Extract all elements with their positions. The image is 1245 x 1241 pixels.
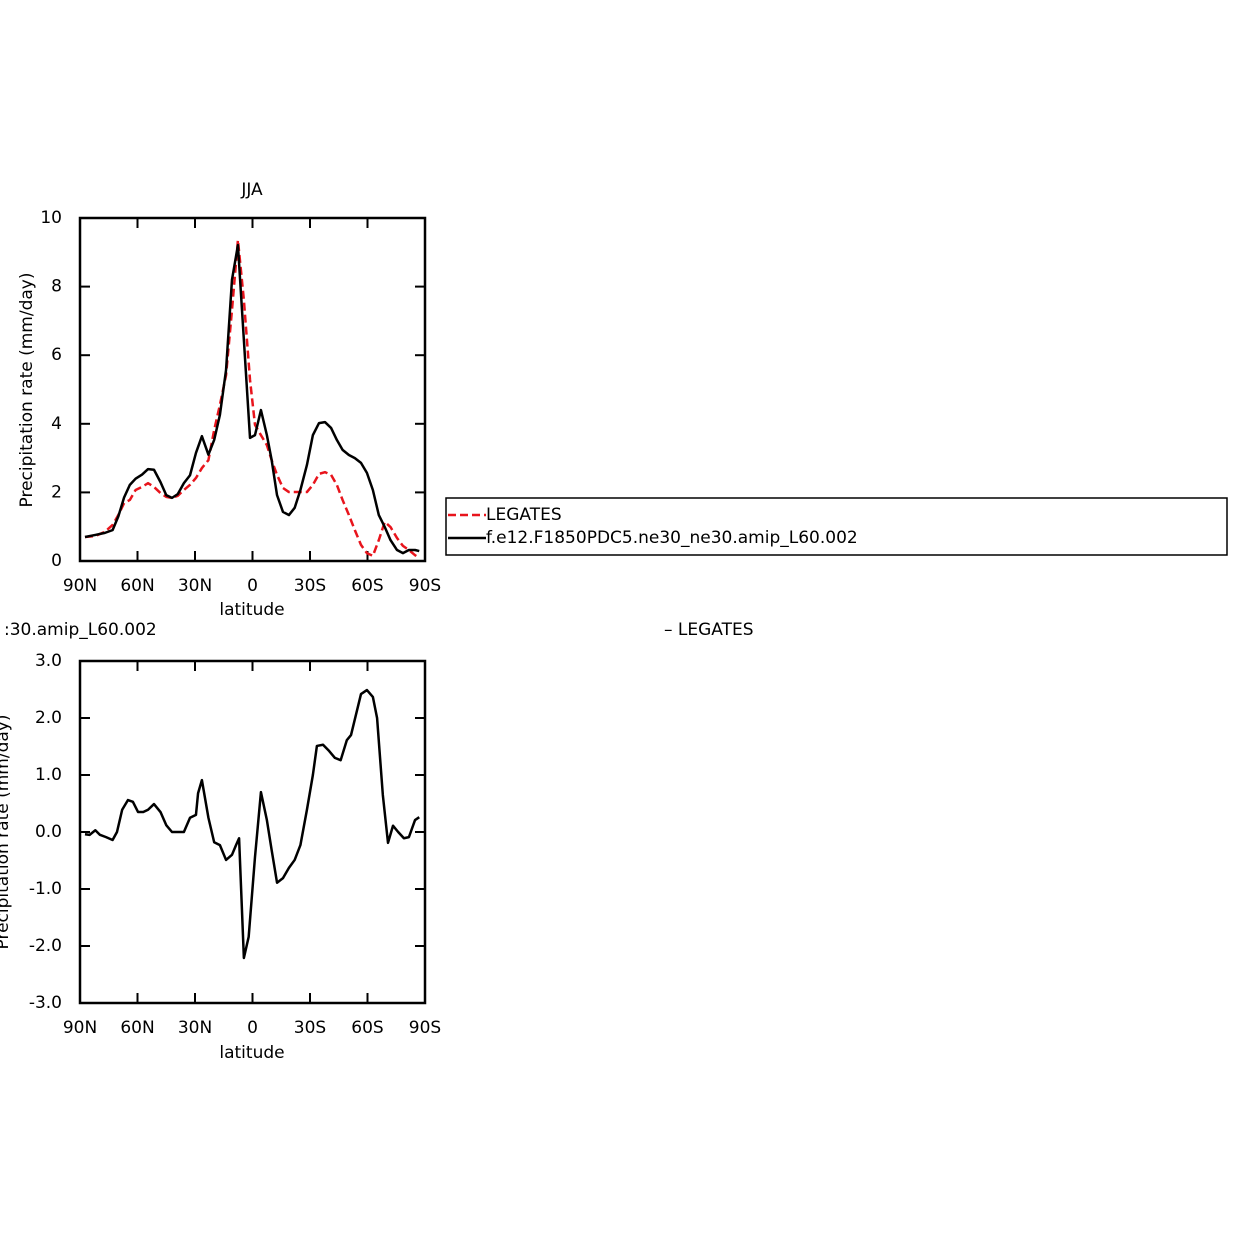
y-tick-label: 2 bbox=[51, 482, 62, 502]
x-tick-label: 60N bbox=[120, 576, 154, 596]
y-axis-label: Precipitation rate (mm/day) bbox=[0, 715, 13, 950]
chart-title: JJA bbox=[240, 180, 263, 200]
data-line bbox=[84, 238, 420, 559]
chart-title: – LEGATES bbox=[664, 620, 754, 640]
x-tick-label: 30S bbox=[294, 1018, 326, 1038]
legend-box bbox=[445, 497, 1228, 556]
y-axis-label: Precipitation rate (mm/day) bbox=[17, 273, 37, 508]
plot-frame bbox=[78, 659, 427, 1005]
y-tick-label: -2.0 bbox=[29, 936, 62, 956]
y-tick-label: 8 bbox=[51, 277, 62, 297]
x-tick-label: 30N bbox=[178, 576, 212, 596]
x-tick-label: 0 bbox=[247, 1018, 258, 1038]
x-tick-label: 30N bbox=[178, 1018, 212, 1038]
y-tick-label: 2.0 bbox=[35, 708, 62, 728]
x-tick-label: 60S bbox=[351, 1018, 383, 1038]
x-tick-label: 90N bbox=[63, 1018, 97, 1038]
data-line bbox=[84, 688, 420, 960]
plot-frame bbox=[78, 216, 427, 563]
x-tick-label: 60S bbox=[351, 576, 383, 596]
x-tick-label: 30S bbox=[294, 576, 326, 596]
x-axis-label: latitude bbox=[219, 600, 284, 620]
x-axis-label: latitude bbox=[219, 1043, 284, 1063]
x-tick-label: 90S bbox=[409, 576, 441, 596]
chart-title: :30.amip_L60.002 bbox=[4, 620, 157, 640]
y-tick-label: -3.0 bbox=[29, 993, 62, 1013]
legend-label: LEGATES bbox=[486, 505, 562, 525]
y-tick-label: 0 bbox=[51, 551, 62, 571]
y-tick-label: -1.0 bbox=[29, 879, 62, 899]
y-tick-label: 4 bbox=[51, 414, 62, 434]
x-tick-label: 90N bbox=[63, 576, 97, 596]
y-tick-label: 0.0 bbox=[35, 822, 62, 842]
y-tick-label: 10 bbox=[40, 208, 62, 228]
y-tick-label: 3.0 bbox=[35, 651, 62, 671]
data-line bbox=[84, 243, 420, 555]
x-tick-label: 90S bbox=[409, 1018, 441, 1038]
y-tick-label: 1.0 bbox=[35, 765, 62, 785]
x-tick-label: 0 bbox=[247, 576, 258, 596]
x-tick-label: 60N bbox=[120, 1018, 154, 1038]
y-tick-label: 6 bbox=[51, 345, 62, 365]
legend-label: f.e12.F1850PDC5.ne30_ne30.amip_L60.002 bbox=[486, 528, 858, 548]
